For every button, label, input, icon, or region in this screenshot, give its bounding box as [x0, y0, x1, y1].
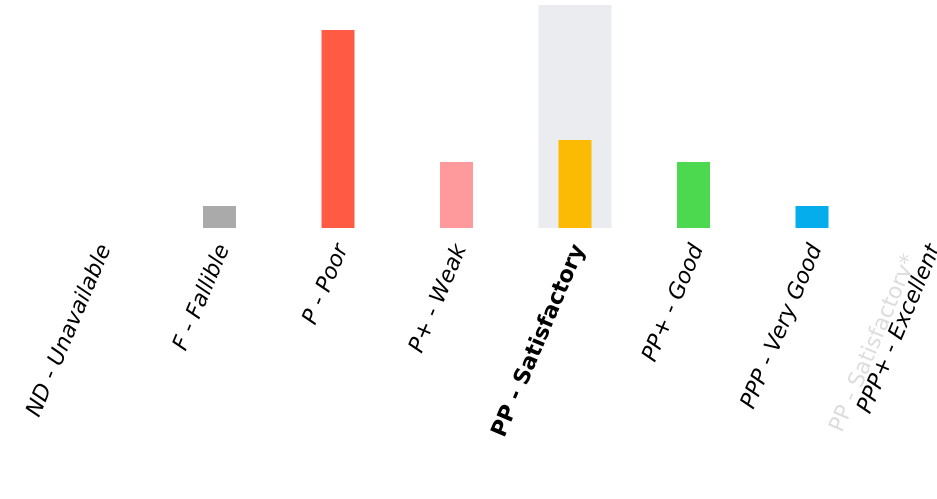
bar-p-weak [440, 162, 473, 228]
tick-label-p-poor: P - Poor [298, 239, 355, 328]
bar-p-poor [321, 30, 355, 228]
tick-label-p-weak: P+ - Weak [404, 239, 472, 356]
tick-label-nd-unavailable: ND - Unavailable [21, 241, 116, 421]
bar-pp-satisfactory [558, 140, 592, 228]
tick-label-pp-satisfactory: PP - Satisfactory [487, 241, 591, 441]
tick-label-pp-good: PP+ - Good [637, 240, 709, 366]
bar-f-fallible [203, 206, 236, 228]
bar-ppp-very-good [795, 206, 829, 228]
bar-pp-good [677, 162, 710, 228]
tick-label-ppp-very-good: PPP - Very Good [736, 240, 828, 413]
tick-label-f-fallible: F - Fallible [168, 241, 235, 354]
